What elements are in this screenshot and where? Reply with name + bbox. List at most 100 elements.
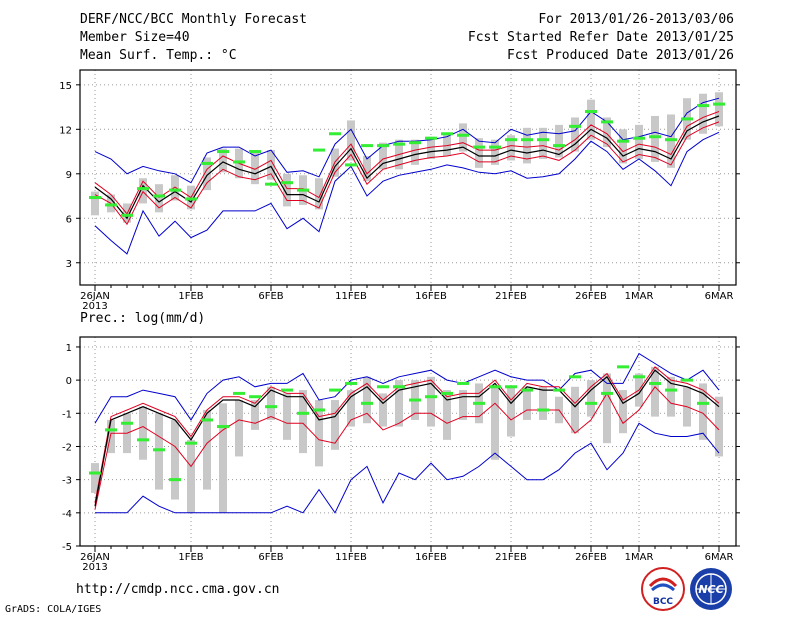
median-marker <box>137 438 149 442</box>
median-marker <box>713 102 725 106</box>
median-marker <box>409 398 421 402</box>
median-marker <box>681 378 693 382</box>
median-marker <box>665 388 677 392</box>
ensemble-box <box>619 390 627 434</box>
ensemble-box <box>267 150 275 180</box>
median-marker <box>617 139 629 143</box>
median-marker <box>105 203 117 207</box>
y-tick-label: 1 <box>66 343 72 354</box>
ensemble-mean-line <box>94 369 720 507</box>
ensemble-box <box>491 139 499 165</box>
ensemble-box <box>459 390 467 420</box>
ensemble-box <box>235 400 243 457</box>
median-marker <box>601 391 613 395</box>
inner-lower-line <box>94 386 720 510</box>
ensemble-box <box>555 124 563 158</box>
member-size: Member Size=40 <box>80 30 190 45</box>
median-marker <box>345 163 357 167</box>
ensemble-box <box>619 129 627 164</box>
ensemble-box <box>427 376 435 427</box>
ensemble-box <box>523 127 531 164</box>
ensemble-box <box>427 136 435 159</box>
ensemble-box <box>587 99 595 140</box>
median-marker <box>553 388 565 392</box>
median-marker <box>505 138 517 142</box>
ensemble-box <box>507 386 515 437</box>
median-marker <box>345 381 357 385</box>
inner-upper-line <box>94 111 720 215</box>
median-marker <box>697 401 709 405</box>
median-marker <box>105 428 117 432</box>
ensemble-box <box>411 139 419 165</box>
median-marker <box>665 138 677 142</box>
median-marker <box>537 138 549 142</box>
ensemble-box <box>283 393 291 440</box>
outer-upper-line <box>94 97 720 184</box>
ensemble-box <box>587 380 595 417</box>
y-tick-label: -3 <box>62 476 72 487</box>
ensemble-box <box>699 93 707 134</box>
ensemble-box <box>539 127 547 159</box>
ensemble-box <box>155 413 163 490</box>
median-marker <box>217 150 229 154</box>
median-marker <box>457 133 469 137</box>
bcc-logo-text: BCC <box>653 597 673 607</box>
ensemble-box <box>635 124 643 159</box>
ensemble-box <box>667 376 675 417</box>
median-marker <box>265 405 277 409</box>
median-marker <box>201 161 213 165</box>
outer-lower-line <box>94 131 720 255</box>
ensemble-box <box>523 386 531 420</box>
outer-lower-line <box>95 422 720 514</box>
median-marker <box>201 418 213 422</box>
grads-credit: GrADS: COLA/IGES <box>5 604 102 615</box>
ensemble-box <box>251 400 259 430</box>
median-marker <box>185 441 197 445</box>
median-marker <box>553 144 565 148</box>
median-marker <box>313 408 325 412</box>
median-marker <box>233 391 245 395</box>
ensemble-box <box>107 419 115 454</box>
ensemble-box <box>347 120 355 161</box>
median-marker <box>425 136 437 140</box>
median-marker <box>361 144 373 148</box>
ensemble-box <box>139 178 147 204</box>
median-marker <box>169 478 181 482</box>
ensemble-box <box>299 390 307 454</box>
ensemble-box <box>363 376 371 424</box>
ensemble-box <box>699 383 707 440</box>
ensemble-box <box>91 191 99 216</box>
ensemble-box <box>603 117 611 148</box>
ensemble-box <box>443 133 451 156</box>
ensemble-box <box>251 151 259 185</box>
x-tick-label: 16FEB <box>415 552 447 563</box>
ensemble-box <box>379 142 387 170</box>
ensemble-box <box>315 178 323 210</box>
x-tick-year-label: 2013 <box>82 562 107 573</box>
x-tick-label: 6MAR <box>705 552 734 563</box>
median-marker <box>473 401 485 405</box>
median-marker <box>697 104 709 108</box>
median-marker <box>265 182 277 186</box>
plot-frame <box>79 336 737 547</box>
y-tick-label: -2 <box>62 442 72 453</box>
median-marker <box>585 401 597 405</box>
x-tick-label: 21FEB <box>495 291 527 302</box>
x-tick-label: 6MAR <box>705 291 734 302</box>
median-marker <box>377 385 389 389</box>
y-tick-label: -4 <box>62 509 72 520</box>
ensemble-box <box>139 406 147 460</box>
median-marker <box>297 188 309 192</box>
ensemble-box <box>539 386 547 420</box>
median-marker <box>505 385 517 389</box>
median-marker <box>249 150 261 154</box>
x-tick-label: 26FEB <box>575 552 607 563</box>
median-marker <box>121 421 133 425</box>
footer-url[interactable]: http://cmdp.ncc.cma.gov.cn <box>76 582 280 597</box>
median-marker <box>297 411 309 415</box>
ensemble-box <box>91 463 99 493</box>
ensemble-box <box>459 123 467 152</box>
y-tick-label: 12 <box>59 125 72 136</box>
ensemble-box <box>363 156 371 182</box>
y-tick-label: 9 <box>66 170 72 181</box>
